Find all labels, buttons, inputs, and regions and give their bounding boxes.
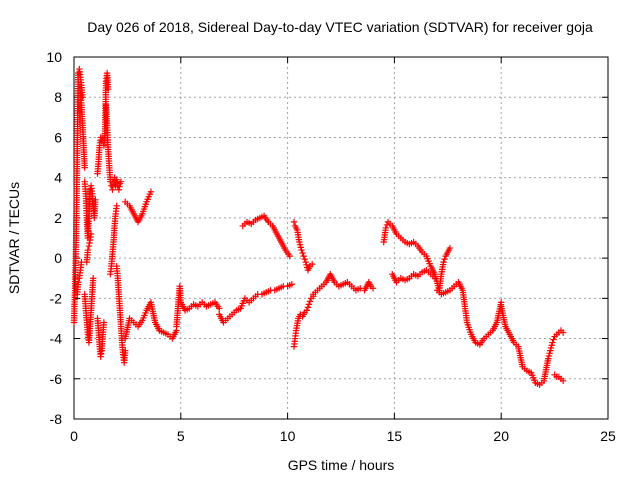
data-point xyxy=(290,218,298,226)
data-point xyxy=(299,249,306,257)
data-point xyxy=(216,305,223,312)
x-tick-label: 10 xyxy=(280,428,296,444)
y-tick-label: -4 xyxy=(50,331,63,347)
y-tick-label: -6 xyxy=(50,371,63,387)
data-point xyxy=(308,260,316,268)
data-point xyxy=(286,252,293,260)
data-point xyxy=(81,164,88,171)
series-segment xyxy=(310,271,364,298)
x-tick-label: 25 xyxy=(600,428,616,444)
series-segment xyxy=(498,303,552,389)
data-point xyxy=(100,319,108,326)
axis-ticks: 0 5 10 15 20 25 -8 -6 -4 -2 0 2 4 6 8 10 xyxy=(46,49,616,444)
x-tick-label: 5 xyxy=(177,428,185,444)
data-point xyxy=(75,279,82,286)
series-segment xyxy=(77,90,88,171)
data-point xyxy=(357,285,364,292)
series-segment xyxy=(81,178,99,242)
series-segment xyxy=(361,279,377,294)
series-segment xyxy=(544,327,567,362)
series-segment xyxy=(74,258,85,298)
data-point xyxy=(117,178,125,185)
data-point xyxy=(84,246,92,254)
y-tick-label: 8 xyxy=(54,89,62,105)
data-point xyxy=(305,301,313,308)
series-segment xyxy=(290,218,316,274)
y-tick-label: 4 xyxy=(54,170,62,186)
data-point xyxy=(113,202,120,210)
series-segment xyxy=(107,202,120,278)
data-point xyxy=(304,304,312,311)
grid-lines xyxy=(74,57,608,419)
data-point xyxy=(78,258,85,266)
data-point xyxy=(298,246,305,254)
data-point xyxy=(301,255,308,263)
x-tick-label: 20 xyxy=(493,428,509,444)
series-segment xyxy=(389,266,439,286)
data-point xyxy=(550,336,557,343)
chart-title: Day 026 of 2018, Sidereal Day-to-day VTE… xyxy=(87,19,593,35)
y-tick-label: 2 xyxy=(54,210,62,226)
series-segment xyxy=(436,244,454,294)
y-tick-label: -2 xyxy=(50,290,63,306)
data-point xyxy=(90,275,97,282)
data-point xyxy=(559,377,567,384)
data-point xyxy=(87,230,95,238)
series-segment xyxy=(216,281,296,326)
y-tick-label: 6 xyxy=(54,129,62,145)
series-segment xyxy=(94,315,108,360)
y-tick-label: -8 xyxy=(50,411,63,427)
data-point xyxy=(549,339,556,346)
y-tick-label: 10 xyxy=(46,49,62,65)
data-point xyxy=(122,347,129,354)
x-tick-label: 0 xyxy=(70,428,78,444)
data-point xyxy=(288,281,296,288)
series-segment xyxy=(113,262,129,366)
series-segment xyxy=(380,218,443,294)
y-tick-label: 0 xyxy=(54,250,62,266)
series-segment xyxy=(551,371,567,384)
series-segment xyxy=(433,279,505,348)
data-point xyxy=(431,275,439,282)
series-segment xyxy=(83,230,95,266)
data-point xyxy=(104,85,112,93)
series-segment xyxy=(122,299,180,342)
data-point xyxy=(382,224,390,232)
series-segment xyxy=(239,212,293,260)
data-point xyxy=(446,244,454,252)
data-point xyxy=(383,221,391,229)
x-tick-label: 15 xyxy=(387,428,403,444)
data-point xyxy=(440,258,447,266)
series-segment xyxy=(173,283,223,330)
series-segment xyxy=(70,65,86,326)
plot-frame xyxy=(73,56,609,420)
data-point xyxy=(303,307,311,314)
series-segment xyxy=(102,102,125,193)
series-segment xyxy=(290,293,317,350)
x-axis-label: GPS time / hours xyxy=(288,457,395,473)
data-point xyxy=(559,329,567,336)
data-point xyxy=(306,298,314,305)
series-segment xyxy=(81,275,97,346)
y-axis-label: SDTVAR / TECUs xyxy=(6,182,22,294)
data-point xyxy=(300,252,307,260)
data-point xyxy=(147,188,155,195)
data-series xyxy=(70,65,567,389)
data-point xyxy=(441,255,448,263)
series-segment xyxy=(122,188,155,226)
data-point xyxy=(92,196,99,203)
data-point xyxy=(369,285,377,292)
